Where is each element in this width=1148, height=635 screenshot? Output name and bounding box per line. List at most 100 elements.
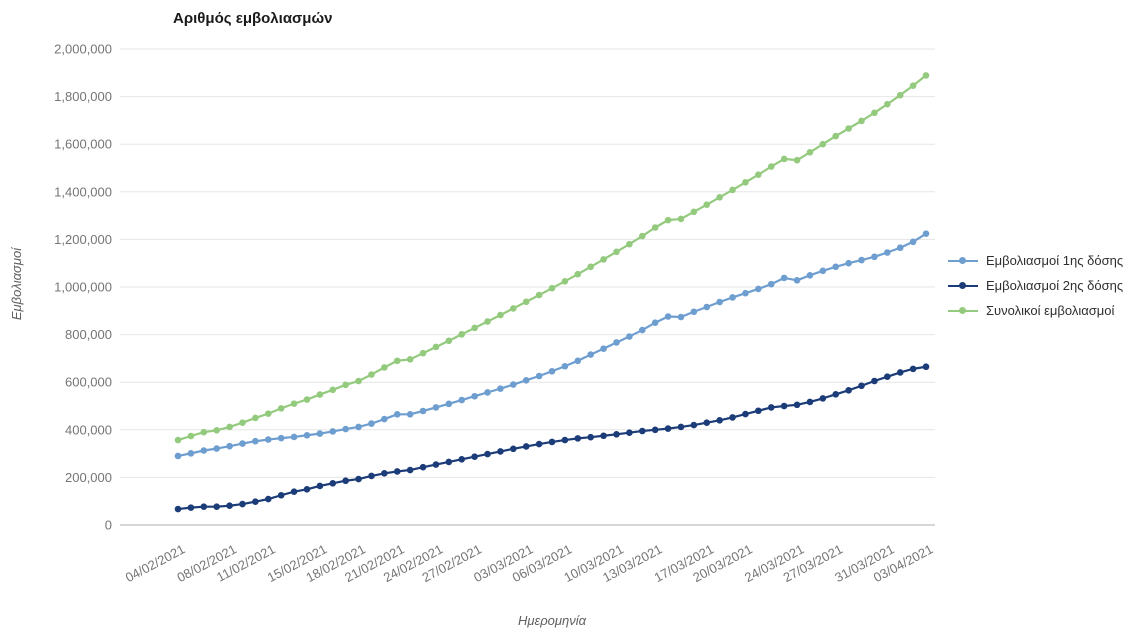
data-point-first-dose[interactable] xyxy=(587,351,594,358)
data-point-total[interactable] xyxy=(432,343,440,351)
data-point-total[interactable] xyxy=(755,171,762,178)
data-point-second-dose[interactable] xyxy=(445,458,453,466)
data-point-first-dose[interactable] xyxy=(445,400,453,408)
data-point-second-dose[interactable] xyxy=(522,443,530,450)
data-point-second-dose[interactable] xyxy=(561,436,569,444)
data-point-total[interactable] xyxy=(677,215,685,223)
data-point-second-dose[interactable] xyxy=(755,407,762,415)
data-point-first-dose[interactable] xyxy=(419,407,427,415)
data-point-first-dose[interactable] xyxy=(368,420,375,427)
data-point-total[interactable] xyxy=(871,109,878,117)
data-point-second-dose[interactable] xyxy=(896,369,904,376)
data-point-first-dose[interactable] xyxy=(832,263,840,271)
data-point-first-dose[interactable] xyxy=(729,294,736,301)
data-point-second-dose[interactable] xyxy=(638,427,646,435)
data-point-second-dose[interactable] xyxy=(329,480,337,487)
data-point-second-dose[interactable] xyxy=(690,421,698,429)
data-point-second-dose[interactable] xyxy=(510,445,517,453)
data-point-second-dose[interactable] xyxy=(613,431,620,438)
data-point-second-dose[interactable] xyxy=(355,475,362,483)
data-point-first-dose[interactable] xyxy=(458,396,466,404)
data-point-first-dose[interactable] xyxy=(510,381,517,388)
data-point-first-dose[interactable] xyxy=(316,430,324,437)
data-point-first-dose[interactable] xyxy=(290,433,298,441)
data-point-total[interactable] xyxy=(742,178,749,186)
data-point-first-dose[interactable] xyxy=(522,376,530,384)
data-point-total[interactable] xyxy=(626,240,633,248)
data-point-total[interactable] xyxy=(458,331,466,338)
data-point-second-dose[interactable] xyxy=(548,438,556,446)
data-point-second-dose[interactable] xyxy=(471,453,478,460)
data-point-second-dose[interactable] xyxy=(239,500,246,508)
data-point-second-dose[interactable] xyxy=(703,419,711,426)
data-point-first-dose[interactable] xyxy=(381,415,388,423)
data-point-second-dose[interactable] xyxy=(651,426,659,434)
data-point-total[interactable] xyxy=(896,91,904,99)
data-point-total[interactable] xyxy=(613,248,620,256)
data-point-second-dose[interactable] xyxy=(368,472,375,480)
data-point-total[interactable] xyxy=(174,436,182,444)
data-point-total[interactable] xyxy=(716,193,723,201)
data-point-first-dose[interactable] xyxy=(703,303,711,311)
data-point-second-dose[interactable] xyxy=(871,377,878,385)
data-point-first-dose[interactable] xyxy=(613,339,620,346)
data-point-total[interactable] xyxy=(600,256,607,263)
data-point-first-dose[interactable] xyxy=(187,450,195,457)
data-point-total[interactable] xyxy=(200,428,208,436)
data-point-first-dose[interactable] xyxy=(742,289,749,297)
data-point-second-dose[interactable] xyxy=(381,470,388,477)
data-point-total[interactable] xyxy=(342,381,349,389)
data-point-total[interactable] xyxy=(819,140,827,148)
data-point-second-dose[interactable] xyxy=(664,425,672,432)
data-point-total[interactable] xyxy=(406,356,414,363)
data-point-first-dose[interactable] xyxy=(406,411,414,418)
data-point-first-dose[interactable] xyxy=(858,256,865,264)
data-point-first-dose[interactable] xyxy=(393,411,401,418)
data-point-total[interactable] xyxy=(638,232,646,240)
data-point-second-dose[interactable] xyxy=(626,429,633,436)
data-point-first-dose[interactable] xyxy=(174,452,182,460)
data-point-second-dose[interactable] xyxy=(484,450,491,458)
data-point-total[interactable] xyxy=(664,216,672,224)
data-point-first-dose[interactable] xyxy=(819,267,827,275)
data-point-first-dose[interactable] xyxy=(690,308,698,316)
data-point-total[interactable] xyxy=(522,298,530,306)
data-point-second-dose[interactable] xyxy=(600,432,607,440)
data-point-first-dose[interactable] xyxy=(200,447,208,454)
data-point-second-dose[interactable] xyxy=(303,486,311,493)
data-point-first-dose[interactable] xyxy=(884,249,891,256)
data-point-total[interactable] xyxy=(497,311,504,319)
data-point-second-dose[interactable] xyxy=(806,398,814,406)
data-point-first-dose[interactable] xyxy=(264,436,272,443)
data-point-first-dose[interactable] xyxy=(651,319,659,327)
data-point-total[interactable] xyxy=(548,284,556,292)
data-point-second-dose[interactable] xyxy=(587,433,594,441)
data-point-total[interactable] xyxy=(510,305,517,312)
data-point-second-dose[interactable] xyxy=(213,503,220,510)
data-point-first-dose[interactable] xyxy=(213,445,220,452)
data-point-second-dose[interactable] xyxy=(858,382,865,390)
data-point-second-dose[interactable] xyxy=(342,477,349,485)
data-point-first-dose[interactable] xyxy=(896,244,904,252)
data-point-first-dose[interactable] xyxy=(277,434,285,442)
data-point-second-dose[interactable] xyxy=(226,502,233,510)
data-point-total[interactable] xyxy=(884,100,891,108)
data-point-total[interactable] xyxy=(767,163,775,170)
data-point-second-dose[interactable] xyxy=(264,495,272,503)
data-point-total[interactable] xyxy=(264,410,272,417)
data-point-total[interactable] xyxy=(381,364,388,371)
data-point-first-dose[interactable] xyxy=(355,423,362,431)
data-point-total[interactable] xyxy=(290,400,298,407)
data-point-total[interactable] xyxy=(393,357,401,365)
data-point-first-dose[interactable] xyxy=(600,345,607,352)
data-point-total[interactable] xyxy=(484,318,491,325)
data-point-total[interactable] xyxy=(252,414,259,422)
data-point-first-dose[interactable] xyxy=(226,442,233,450)
data-point-first-dose[interactable] xyxy=(922,230,930,237)
data-point-second-dose[interactable] xyxy=(884,373,891,381)
data-point-first-dose[interactable] xyxy=(638,326,646,334)
data-point-second-dose[interactable] xyxy=(174,505,182,513)
data-point-total[interactable] xyxy=(703,201,711,208)
data-point-second-dose[interactable] xyxy=(200,503,208,510)
data-point-total[interactable] xyxy=(226,423,233,431)
